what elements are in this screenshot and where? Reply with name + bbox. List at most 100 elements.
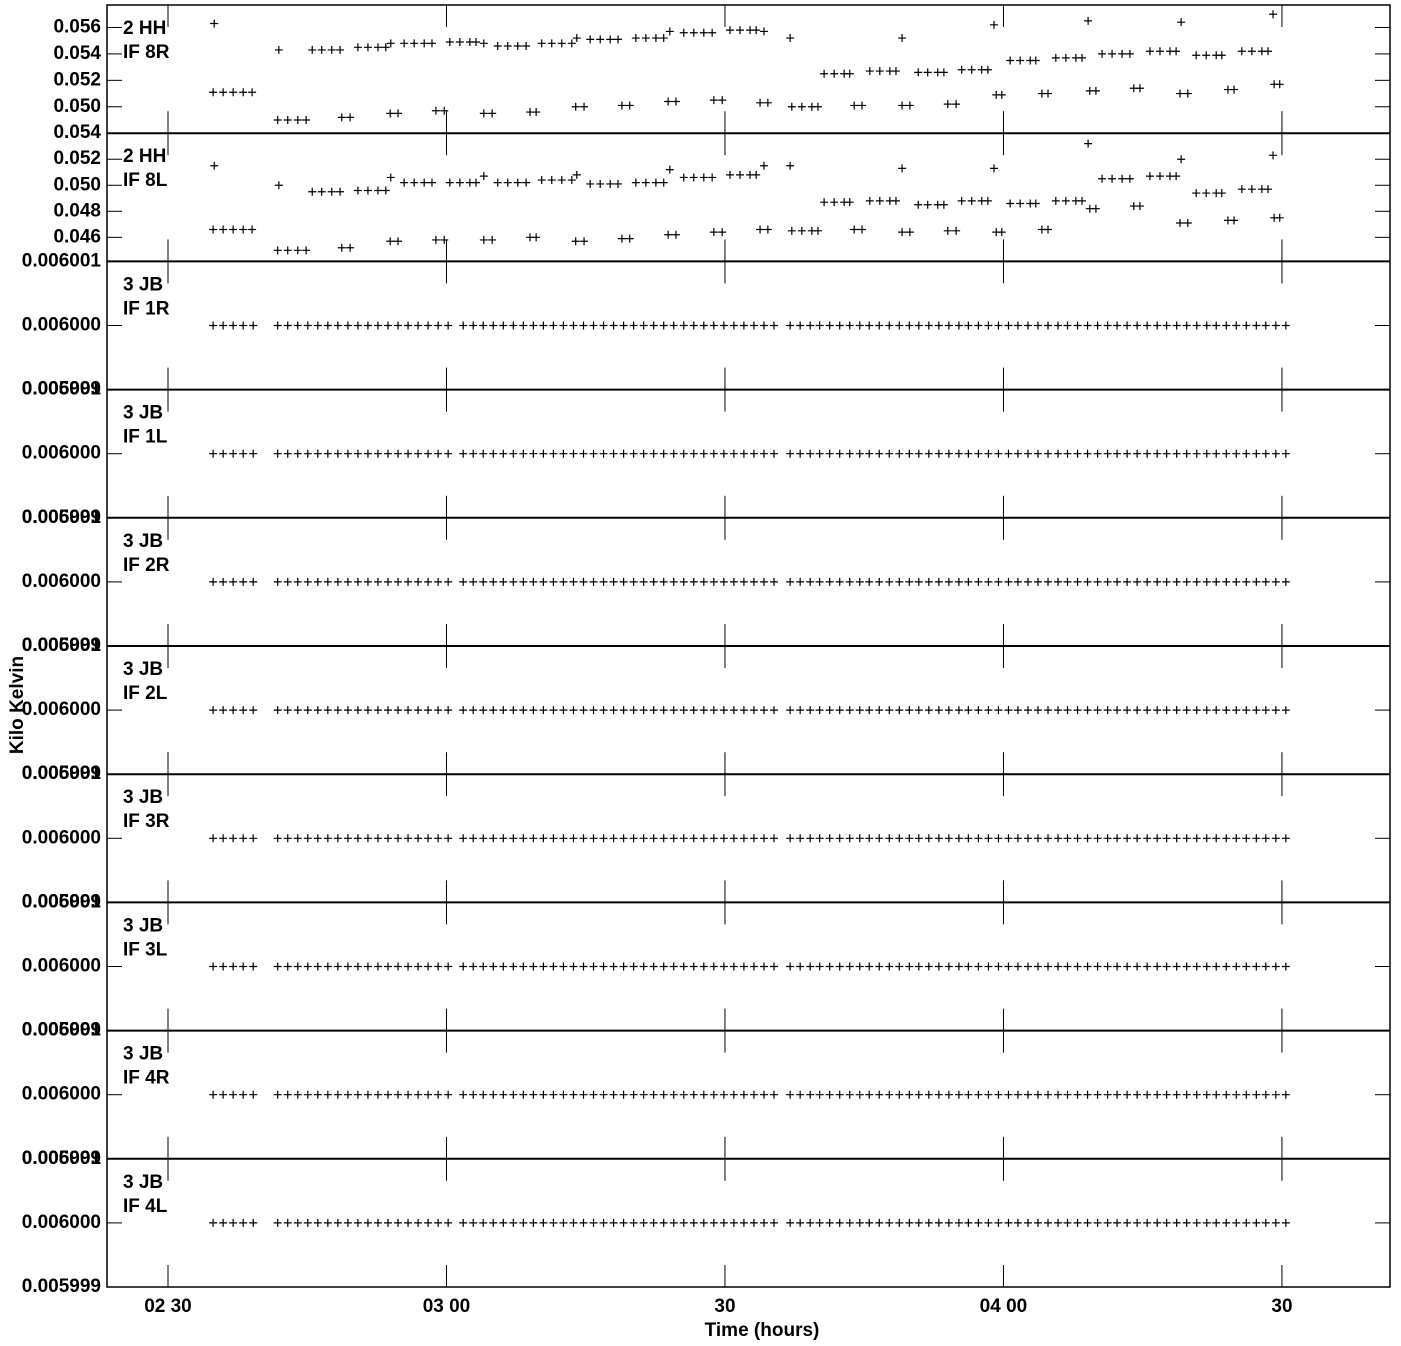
data-point <box>1192 1090 1201 1099</box>
data-point <box>719 321 728 330</box>
data-point <box>769 962 778 971</box>
data-point <box>659 178 668 187</box>
data-point <box>293 115 302 124</box>
data-point <box>489 1218 498 1227</box>
data-point <box>394 577 403 586</box>
data-point <box>865 321 874 330</box>
data-point <box>471 38 480 47</box>
y-tick-label: 0.006000 <box>22 699 101 720</box>
data-point <box>394 449 403 458</box>
data-point <box>333 321 342 330</box>
data-point <box>293 1218 302 1227</box>
data-point <box>1222 706 1231 715</box>
data-point <box>383 1218 392 1227</box>
data-point <box>549 1218 558 1227</box>
x-tick-label: 03 00 <box>423 1296 471 1317</box>
data-point <box>434 1218 443 1227</box>
data-point <box>1261 577 1270 586</box>
data-point <box>845 962 854 971</box>
data-point <box>373 577 382 586</box>
data-point <box>1133 962 1142 971</box>
data-point <box>1063 1218 1072 1227</box>
data-point <box>303 449 312 458</box>
data-point <box>394 237 403 246</box>
data-point <box>944 962 953 971</box>
data-point <box>1230 85 1239 94</box>
data-point <box>699 577 708 586</box>
data-point <box>964 1090 973 1099</box>
data-point <box>885 834 894 843</box>
data-point <box>589 1090 598 1099</box>
data-point <box>229 88 238 97</box>
data-point <box>865 67 874 76</box>
data-point <box>1077 196 1086 205</box>
data-point <box>845 834 854 843</box>
data-point <box>944 1218 953 1227</box>
data-point <box>1013 1218 1022 1227</box>
data-point <box>952 100 961 109</box>
data-point <box>914 200 923 209</box>
data-point <box>649 1218 658 1227</box>
panel-label: IF 2L <box>123 683 168 704</box>
data-point <box>815 577 824 586</box>
data-point <box>954 1218 963 1227</box>
data-point <box>619 449 628 458</box>
data-point <box>719 962 728 971</box>
data-point <box>210 19 219 28</box>
y-tick-label: 0.054 <box>53 122 101 143</box>
data-point <box>914 1218 923 1227</box>
data-point <box>599 962 608 971</box>
data-point <box>994 706 1003 715</box>
data-point <box>363 577 372 586</box>
data-point <box>229 962 238 971</box>
data-point <box>709 834 718 843</box>
data-point <box>273 1090 282 1099</box>
data-point <box>709 228 718 237</box>
data-point <box>1051 53 1060 62</box>
data-point <box>1004 449 1013 458</box>
data-point <box>209 88 218 97</box>
data-point <box>283 1090 292 1099</box>
data-point <box>924 834 933 843</box>
data-point <box>639 962 648 971</box>
data-point <box>786 1090 795 1099</box>
data-point <box>209 577 218 586</box>
data-point <box>333 577 342 586</box>
data-point <box>708 28 717 37</box>
data-point <box>434 321 443 330</box>
data-point <box>559 321 568 330</box>
data-point <box>689 321 698 330</box>
data-point <box>529 962 538 971</box>
data-point <box>445 38 454 47</box>
data-point <box>1004 706 1013 715</box>
data-point <box>469 1090 478 1099</box>
data-point <box>469 449 478 458</box>
data-point <box>248 88 257 97</box>
data-point <box>729 962 738 971</box>
data-point <box>323 1218 332 1227</box>
data-point <box>1242 577 1251 586</box>
data-point <box>984 962 993 971</box>
data-point <box>1143 321 1152 330</box>
data-point <box>239 321 248 330</box>
data-point <box>625 234 634 243</box>
data-point <box>719 834 728 843</box>
data-point <box>1123 449 1132 458</box>
panel-label: 3 JB <box>123 531 163 552</box>
data-point <box>641 178 650 187</box>
data-point <box>455 38 464 47</box>
data-point <box>539 834 548 843</box>
data-point <box>363 1090 372 1099</box>
data-point <box>313 834 322 843</box>
data-point <box>209 225 218 234</box>
data-point <box>1183 89 1192 98</box>
data-point <box>806 962 815 971</box>
data-point <box>629 1090 638 1099</box>
data-point <box>1091 204 1100 213</box>
data-point <box>249 449 258 458</box>
data-point <box>363 186 372 195</box>
y-tick-label: 0.006000 <box>22 1212 101 1233</box>
data-point <box>363 834 372 843</box>
data-point <box>410 39 419 48</box>
data-point <box>786 449 795 458</box>
